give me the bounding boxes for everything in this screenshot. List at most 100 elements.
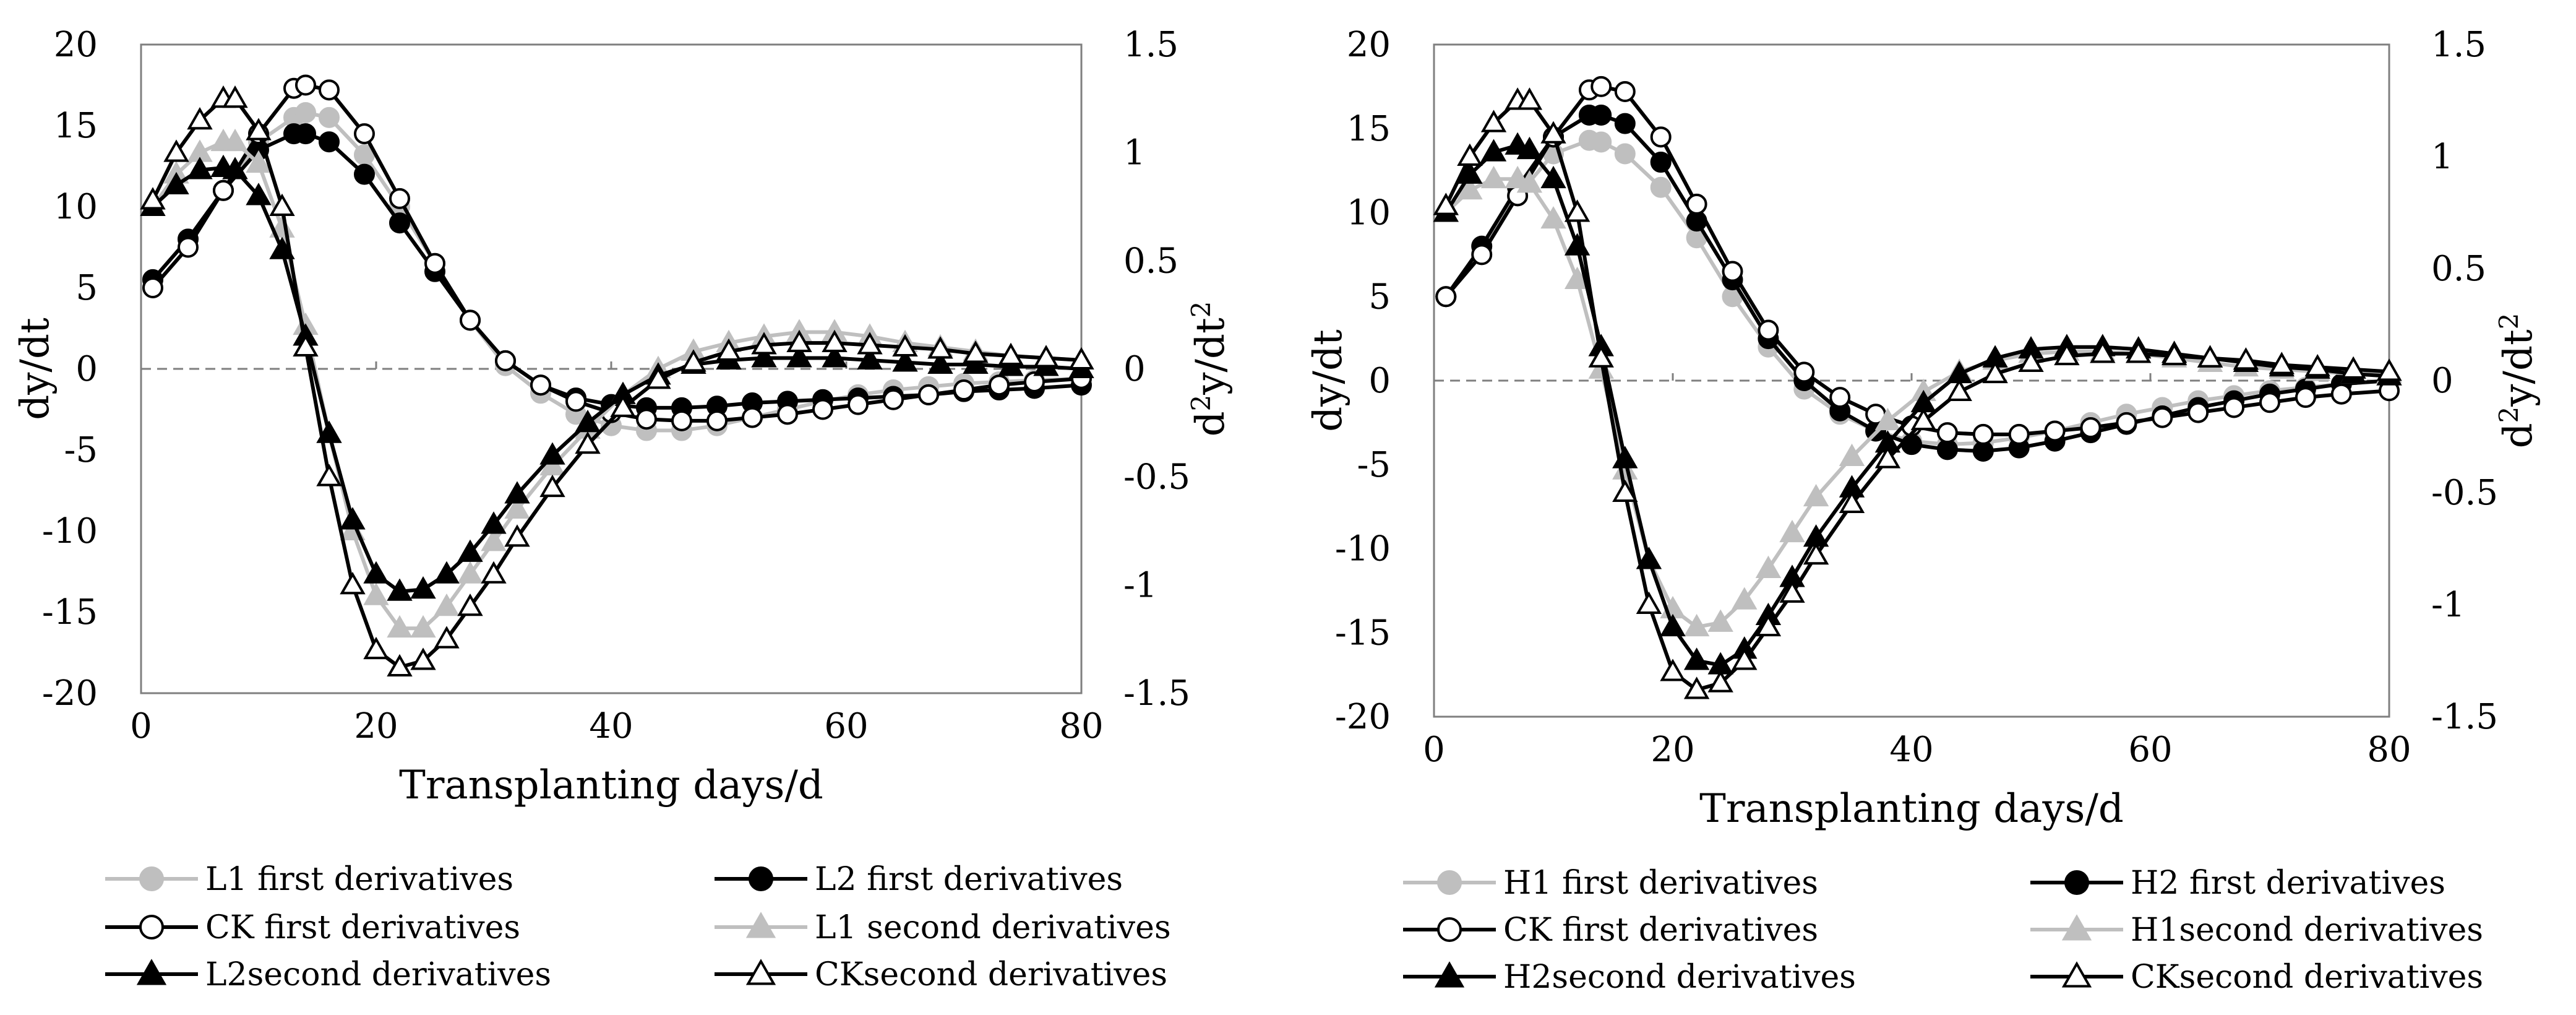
data-point-marker: [963, 340, 989, 363]
data-point-marker: [963, 351, 989, 374]
data-point-marker: [1683, 647, 1710, 670]
data-point-marker: [434, 593, 460, 616]
legend-label: H1 first derivatives: [1503, 865, 1818, 902]
data-point-marker: [2080, 417, 2102, 439]
data-point-marker: [857, 332, 883, 355]
data-point-marker: [187, 157, 213, 179]
data-point-marker: [716, 338, 742, 361]
data-point-marker: [1683, 613, 1710, 637]
data-point-marker: [1614, 113, 1636, 134]
y-left-axis-title: dy/dt: [12, 317, 58, 420]
data-point-marker: [565, 391, 586, 412]
chart-panel-left: 0 20 40 60 80 20 15 10 5 0 -5 -10 -15 -20 1.5 1 0.5 0 -0.5…: [12, 25, 1234, 993]
y-left-tick-label: 0: [75, 349, 98, 389]
data-point-marker: [457, 539, 483, 562]
data-point-marker: [575, 431, 601, 454]
data-point-marker: [1591, 105, 1612, 126]
legend-item: L1 first derivatives: [105, 861, 513, 898]
y-left-tick-label: -20: [42, 673, 98, 714]
data-point-marker: [1540, 165, 1566, 189]
axis-title-part: y/dt: [2496, 329, 2541, 407]
data-point-marker: [316, 420, 342, 443]
axis-title-superscript: 2: [1186, 301, 1216, 318]
y-right-tick-label: -1: [2431, 585, 2465, 625]
x-axis-title: Transplanting days/d: [1699, 786, 2124, 832]
legend-label: L1 second derivatives: [815, 909, 1171, 946]
y-left-tick-label: -10: [42, 511, 98, 551]
data-point-marker: [1972, 423, 1994, 445]
x-tick-label: 0: [130, 706, 152, 746]
data-point-marker: [1874, 446, 1901, 469]
legend-swatch-marker: [749, 866, 773, 891]
data-point-marker: [1650, 176, 1672, 198]
data-point-marker: [2054, 342, 2080, 366]
chart-legend: L1 first derivatives L2 first derivatives…: [105, 861, 1171, 993]
data-point-marker: [1758, 319, 1779, 341]
data-point-marker: [848, 394, 869, 415]
chart-panel-right: 0 20 40 60 80 20 15 10 5 0 -5 -10 -15 -20 1.5 1 0.5 0 -0.5…: [1305, 25, 2541, 996]
data-point-marker: [1874, 407, 1901, 431]
y-left-tick-label: -15: [1335, 613, 1391, 653]
axis-title-part: y/dt: [1188, 317, 1234, 395]
data-point-marker: [1480, 110, 1507, 132]
y-right-tick-label: -0.5: [1123, 457, 1190, 498]
data-point-marker: [2090, 340, 2116, 363]
data-point-marker: [1650, 152, 1672, 173]
data-point-marker: [316, 464, 342, 486]
data-point-marker: [1516, 170, 1543, 193]
data-point-marker: [1516, 136, 1543, 160]
legend-item: H2second derivatives: [1403, 959, 1856, 996]
data-point-marker: [1839, 443, 1865, 467]
legend-label: CKsecond derivatives: [2131, 959, 2483, 996]
data-point-marker: [892, 334, 918, 357]
data-point-marker: [2376, 358, 2402, 381]
data-point-marker: [481, 511, 507, 534]
y-left-tick-label: -15: [42, 592, 98, 633]
data-point-marker: [319, 106, 340, 128]
data-point-marker: [457, 593, 483, 616]
legend-item: CK first derivatives: [105, 909, 520, 946]
data-point-marker: [2295, 387, 2316, 408]
data-point-marker: [1982, 360, 2008, 384]
legend-swatch-marker: [1437, 870, 1462, 895]
legend-swatch-marker: [745, 912, 776, 938]
data-point-marker: [989, 374, 1010, 396]
data-point-marker: [1660, 613, 1686, 637]
data-point-marker: [504, 481, 530, 504]
data-point-marker: [2233, 347, 2259, 370]
data-point-marker: [751, 332, 777, 355]
y-left-tick-label: 5: [75, 268, 98, 308]
data-point-marker: [213, 179, 234, 201]
legend-label: L2second derivatives: [205, 956, 551, 993]
data-point-marker: [1636, 591, 1662, 614]
data-point-marker: [460, 309, 481, 331]
data-point-marker: [530, 374, 551, 396]
data-point-marker: [1033, 345, 1059, 368]
data-point-marker: [187, 106, 213, 130]
data-point-marker: [246, 183, 272, 205]
data-point-marker: [1591, 131, 1612, 153]
data-point-marker: [363, 636, 389, 660]
data-point-marker: [178, 236, 199, 258]
y-left-tick-label: -5: [1357, 445, 1391, 485]
data-point-marker: [163, 171, 189, 195]
data-point-marker: [2116, 412, 2137, 433]
data-point-marker: [2152, 407, 2173, 428]
data-point-marker: [927, 351, 953, 374]
data-point-marker: [295, 123, 316, 145]
y-right-tick-label: 0.5: [2431, 249, 2486, 289]
data-point-marker: [2269, 352, 2295, 374]
y-left-tick-label: 20: [54, 25, 98, 65]
data-point-marker: [295, 102, 316, 124]
data-point-marker: [883, 389, 904, 410]
data-point-marker: [1829, 387, 1851, 408]
y-right-tick-label: -1.5: [2431, 697, 2498, 737]
data-point-marker: [706, 410, 728, 431]
legend-label: H1second derivatives: [2131, 912, 2483, 949]
chart-legend: H1 first derivatives H2 first derivatives…: [1403, 865, 2483, 996]
legend-label: CK first derivatives: [1503, 912, 1818, 949]
legend-item: H2 first derivatives: [2030, 865, 2445, 902]
data-point-marker: [1433, 192, 1459, 215]
x-tick-label: 60: [2128, 730, 2172, 770]
data-point-marker: [319, 79, 340, 101]
